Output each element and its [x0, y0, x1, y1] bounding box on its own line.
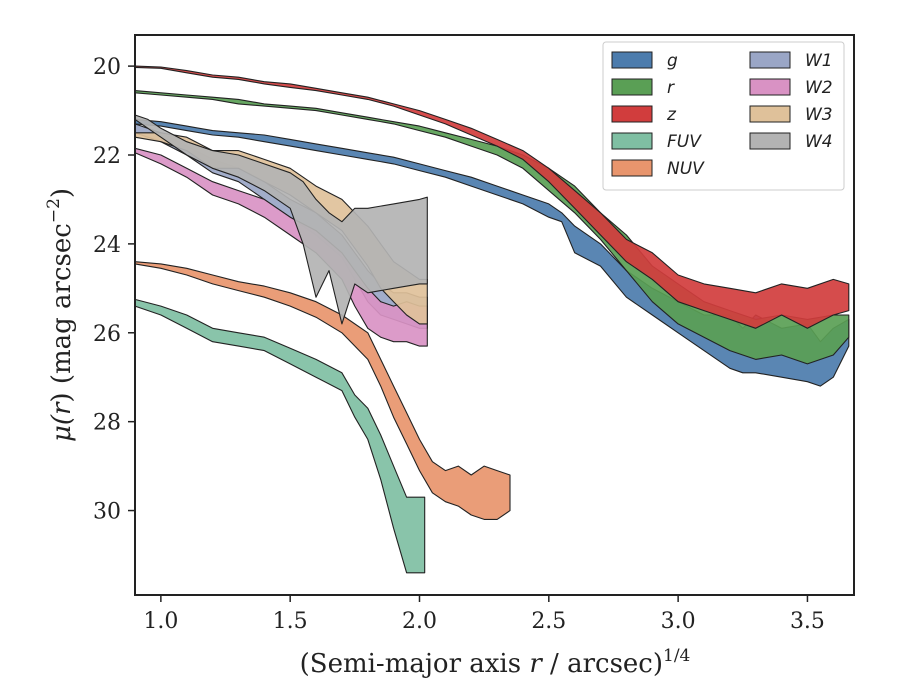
x-axis-label-var: r: [529, 649, 543, 679]
x-axis-label-exp: 1/4: [663, 646, 690, 666]
band-fuv: [134, 298, 426, 574]
x-axis-label-prefix: (Semi-major axis: [300, 649, 530, 679]
band-nuv: [134, 261, 511, 520]
y-tick-label: 26: [93, 322, 121, 347]
legend-label-fuv: FUV: [667, 132, 702, 152]
x-axis-label: (Semi-major axis r / arcsec)1/4: [300, 646, 691, 679]
band-g: [134, 118, 850, 387]
legend-swatch-z: [611, 105, 653, 123]
legend-swatch-fuv: [611, 132, 653, 150]
x-tick-label: 3.5: [790, 609, 825, 634]
y-axis-label-rest: ) (mag arcsec: [47, 223, 77, 402]
x-tick-label: 1.0: [143, 609, 178, 634]
y-tick-label: 24: [93, 233, 121, 258]
legend-label-w2: W2: [805, 78, 833, 98]
legend-swatch-r: [611, 78, 653, 96]
x-tick-label: 2.0: [402, 609, 437, 634]
band-w2: [134, 147, 428, 347]
legend-label-w4: W4: [805, 132, 833, 152]
x-tick-label: 2.5: [531, 609, 566, 634]
x-tick-label: 1.5: [273, 609, 308, 634]
y-tick-label: 28: [93, 411, 121, 436]
x-ticks: 1.0 1.5 2.0 2.5 3.0 3.5: [143, 595, 825, 634]
legend-label-nuv: NUV: [667, 159, 705, 179]
legend-swatch-g: [611, 51, 653, 69]
band-z: [134, 65, 850, 329]
y-tick-label: 22: [93, 144, 121, 169]
legend-swatch-w1: [749, 51, 791, 69]
y-axis-label-exp: −2: [44, 198, 64, 223]
legend-label-z: z: [666, 105, 677, 125]
legend-swatch-w3: [749, 105, 791, 123]
series-bands: [134, 65, 850, 574]
legend-label-w1: W1: [805, 51, 833, 71]
x-tick-label: 3.0: [661, 609, 696, 634]
y-ticks: 20 22 24 26 28 30: [93, 55, 135, 525]
legend-label-g: g: [667, 51, 678, 71]
legend-swatch-nuv: [611, 159, 653, 177]
band-w4: [134, 114, 428, 325]
legend-label-w3: W3: [805, 105, 833, 125]
legend-label-r: r: [667, 78, 675, 98]
y-tick-label: 20: [93, 55, 121, 80]
y-tick-label: 30: [93, 500, 121, 525]
y-axis-label: μ(r) (mag arcsec−2): [44, 188, 77, 442]
legend-swatch-w4: [749, 132, 791, 150]
y-axis-label-r: r: [47, 401, 77, 415]
x-axis-label-suffix: / arcsec): [542, 649, 663, 679]
legend: grz FUV NUV W1 W2 W3 W4: [602, 41, 845, 191]
y-axis-label-close: ): [47, 188, 77, 198]
legend-swatch-w2: [749, 78, 791, 96]
plot-frame: [134, 34, 855, 596]
y-axis-label-mu: μ(: [47, 414, 77, 442]
